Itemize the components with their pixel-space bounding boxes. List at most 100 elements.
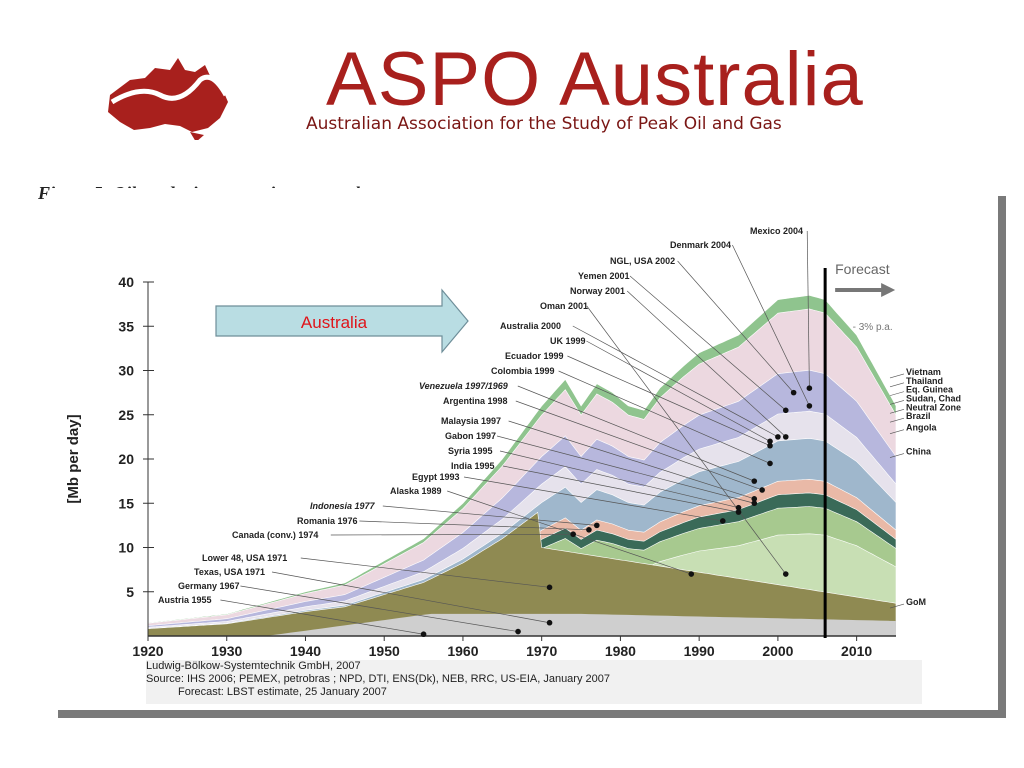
right-country-label: Sudan, Chad — [906, 393, 961, 403]
right-label-leader — [889, 409, 905, 414]
y-tick-label: 35 — [118, 318, 134, 334]
x-tick-label: 1930 — [211, 643, 242, 659]
annotation-point — [586, 527, 592, 533]
aspo-header: ASPO Australia Australian Association fo… — [100, 40, 940, 140]
right-country-label: China — [906, 447, 932, 457]
annotation-point — [688, 571, 695, 577]
right-label-leader — [889, 429, 905, 434]
annotation-point — [735, 504, 742, 511]
annotation-label: NGL, USA 2002 — [610, 256, 675, 266]
x-tick-label: 2010 — [841, 643, 872, 659]
annotation-leader — [508, 420, 755, 500]
right-label-leader — [889, 417, 905, 423]
oil-production-chart: 1920 1930 1940 1950 1960 1970 1980 1990 2000 2010… — [65, 226, 961, 659]
brand-subtitle: Australian Association for the Study of … — [306, 114, 782, 134]
annotation-label: Canada (conv.) 1974 — [232, 530, 318, 540]
annotation-leader — [359, 520, 589, 531]
annotation-leader — [496, 435, 755, 504]
annotation-label: Austria 1955 — [158, 595, 212, 605]
annotation-leader — [447, 490, 692, 575]
annotation-leader — [586, 305, 787, 575]
right-country-label: Vietnam — [906, 367, 941, 377]
y-tick-label: 25 — [118, 407, 134, 423]
annotation-point — [751, 496, 758, 502]
forecast-rate: - 3% p.a. — [853, 322, 893, 333]
annotation-leader — [677, 260, 794, 393]
annotation-leader — [330, 533, 574, 536]
x-tick-label: 1980 — [605, 643, 636, 659]
forecast-arrow — [835, 283, 896, 297]
annotation-label: Ecuador 1999 — [505, 351, 564, 361]
australia-map-logo — [108, 58, 229, 140]
right-country-label: Eq. Guinea — [906, 385, 954, 395]
annotation-point — [806, 403, 813, 409]
annotation-label: Malaysia 1997 — [441, 416, 501, 426]
australia-callout-arrow — [215, 288, 469, 354]
right-label-leader — [889, 453, 905, 458]
annotation-label: Australia 2000 — [500, 321, 561, 331]
x-tick-label: 1990 — [684, 643, 715, 659]
annotation-leader — [732, 244, 810, 407]
annotation-point — [767, 438, 773, 445]
annotation-label: Romania 1976 — [297, 516, 358, 526]
y-tick-label: 5 — [126, 584, 134, 600]
annotation-label: Indonesia 1977 — [310, 501, 376, 511]
annotation-leader — [220, 599, 424, 635]
annotation-leader — [515, 400, 763, 491]
annotation-leader — [586, 340, 771, 442]
x-tick-label: 1960 — [447, 643, 478, 659]
annotation-point — [790, 389, 797, 396]
annotation-point — [751, 500, 758, 507]
annotation-leader — [502, 465, 739, 513]
annotation-point — [594, 522, 600, 529]
forecast-label: Forecast — [835, 261, 890, 277]
annotation-label: Alaska 1989 — [390, 486, 442, 496]
annotation-point — [546, 584, 553, 591]
right-label-leader — [889, 391, 905, 396]
source-line-2: Source: IHS 2006; PEMEX, petrobras ; NPD… — [146, 673, 610, 685]
annotation-label: Colombia 1999 — [491, 366, 555, 376]
annotation-leader — [626, 290, 787, 438]
y-tick-label: 20 — [118, 451, 134, 467]
source-footer: Ludwig-Bölkow-Systemtechnik GmbH, 2007 S… — [146, 660, 922, 704]
annotation-leader — [572, 325, 779, 438]
annotation-point — [767, 460, 773, 467]
annotation-label: Egypt 1993 — [412, 472, 460, 482]
annotation-leader — [629, 275, 786, 411]
annotation-point — [806, 385, 813, 391]
right-label-leader — [889, 382, 905, 388]
x-tick-label: 1940 — [290, 643, 321, 659]
right-country-label: GoM — [906, 597, 926, 607]
annotation-leader — [517, 385, 755, 482]
annotation-point — [767, 442, 773, 449]
x-tick-label: 1920 — [132, 643, 163, 659]
annotation-label: Yemen 2001 — [578, 271, 630, 281]
right-label-leader — [889, 603, 905, 609]
right-label-leader — [889, 373, 905, 379]
annotation-point — [782, 407, 789, 414]
annotation-point — [759, 487, 765, 493]
annotation-leader — [806, 230, 810, 389]
annotation-point — [751, 478, 758, 484]
chart-panel: 1920 1930 1940 1950 1960 1970 1980 1990 2000 2010… — [50, 188, 998, 710]
source-line-3: Forecast: LBST estimate, 25 January 2007 — [178, 686, 387, 698]
chart-extras: Forecast - 3% p.a. Australia — [215, 261, 896, 638]
annotation-point — [735, 509, 742, 515]
source-line-1: Ludwig-Bölkow-Systemtechnik GmbH, 2007 — [146, 660, 361, 672]
annotation-point — [570, 531, 576, 538]
annotation-leader — [499, 450, 739, 509]
area-layers — [147, 294, 897, 637]
x-tick-label: 1950 — [369, 643, 400, 659]
annotation-label: Oman 2001 — [540, 301, 588, 311]
annotation-label: Venezuela 1997/1969 — [419, 381, 508, 391]
y-tick-label: 30 — [118, 363, 134, 379]
annotation-point — [420, 631, 427, 638]
y-axis-label: [Mb per day] — [65, 414, 82, 503]
annotation-leader — [300, 557, 550, 588]
annotation-label: Norway 2001 — [570, 286, 625, 296]
y-tick-label: 15 — [118, 495, 134, 511]
annotation-leader — [463, 476, 723, 522]
annotation-label: Germany 1967 — [178, 581, 240, 591]
annotation-label: Mexico 2004 — [750, 226, 803, 236]
annotation-leader — [558, 370, 771, 464]
